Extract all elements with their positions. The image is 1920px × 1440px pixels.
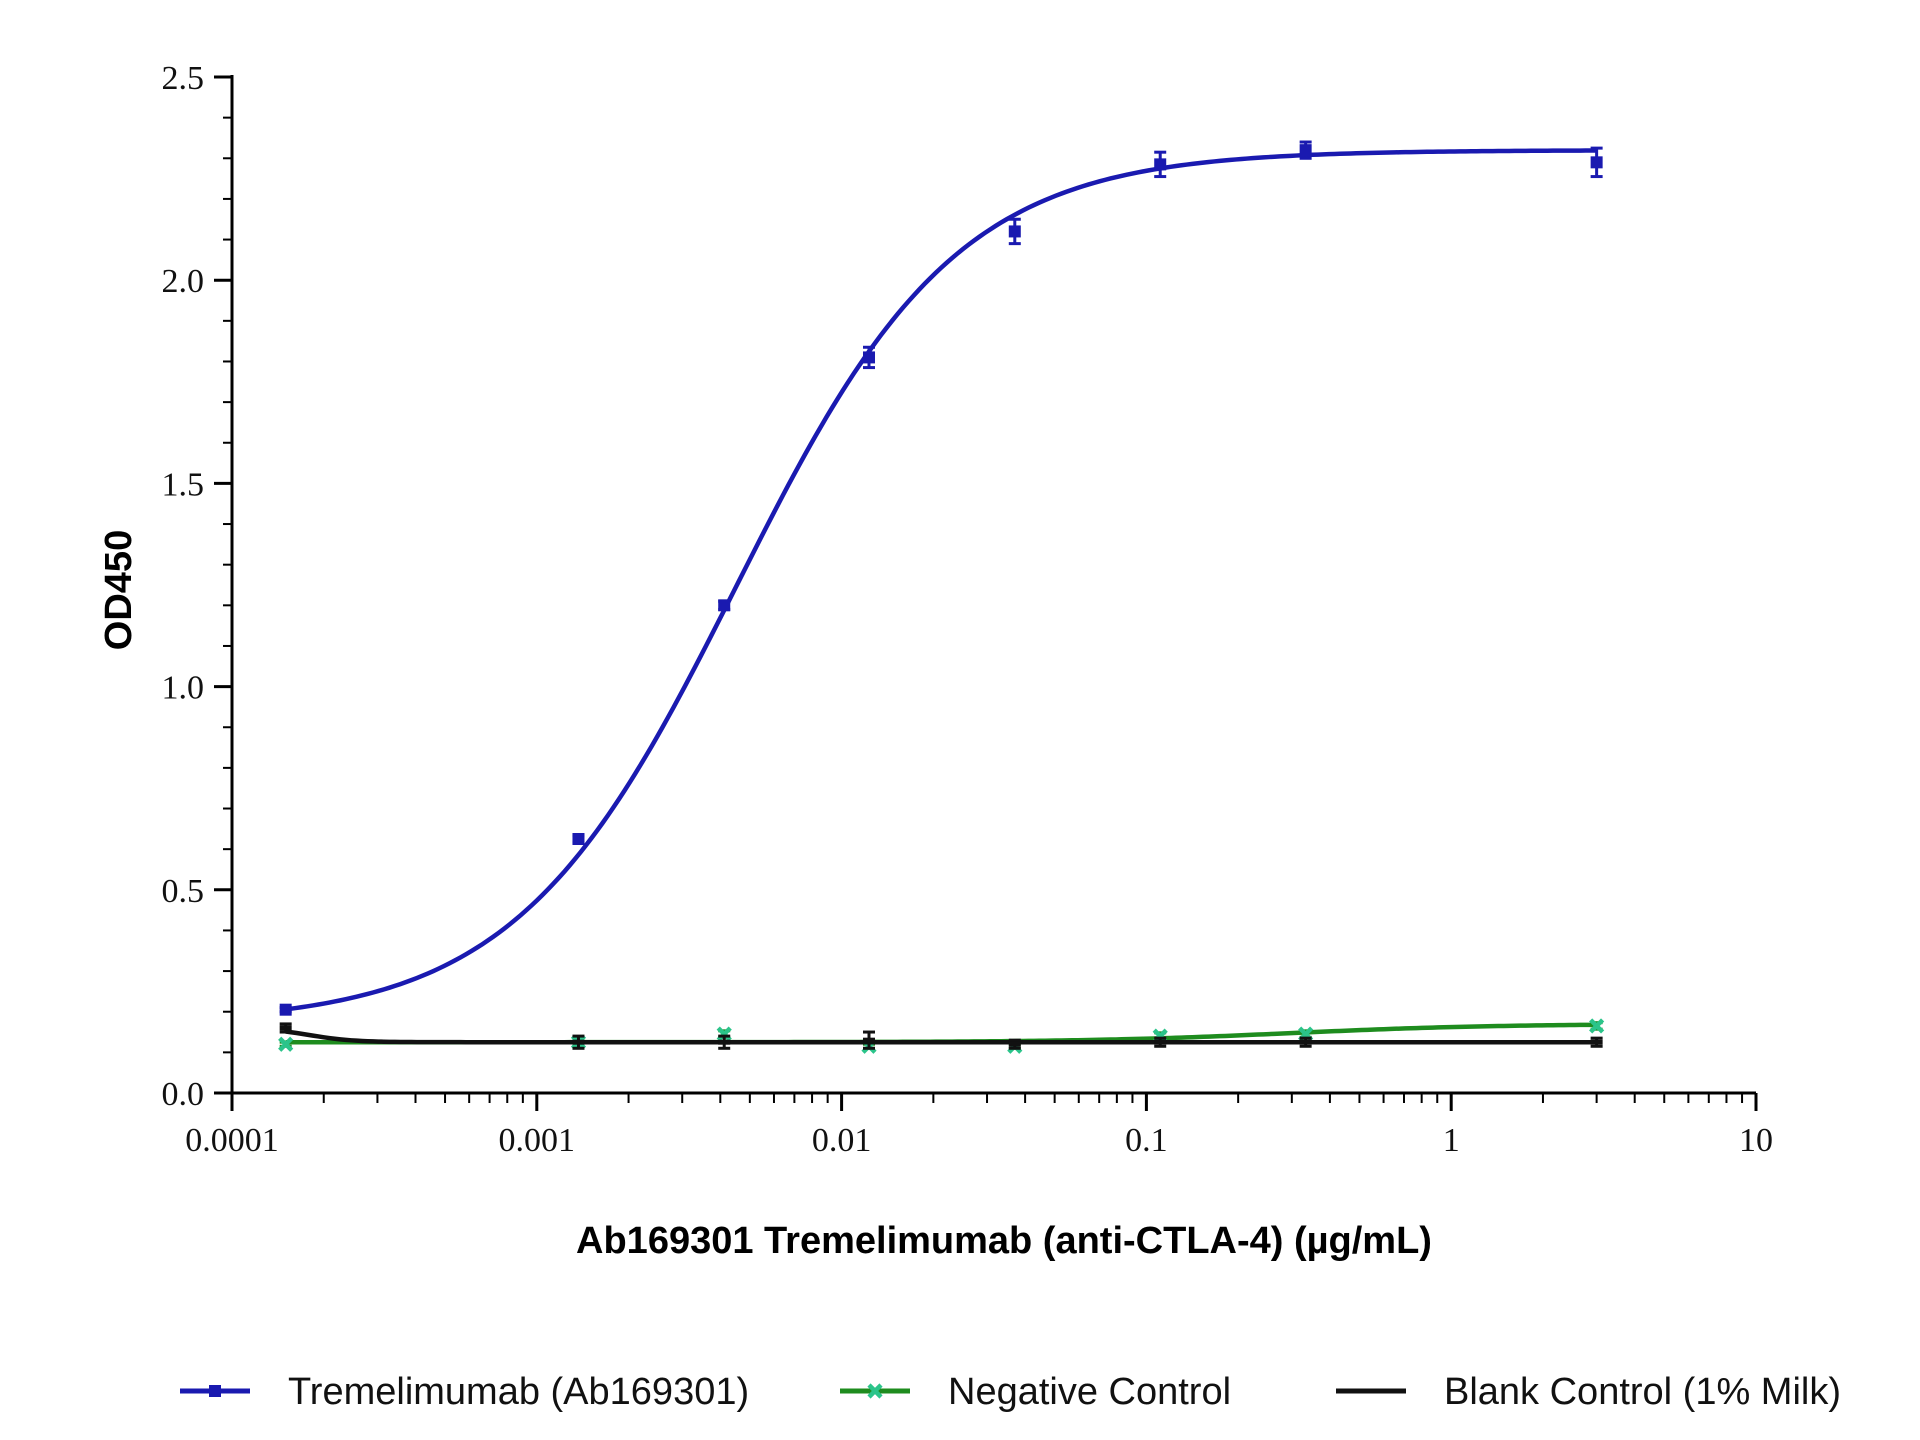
fit-curve <box>285 1029 1597 1045</box>
series-2 <box>279 1022 1603 1050</box>
legend-marker <box>1365 1388 1377 1394</box>
data-point <box>1154 158 1167 171</box>
data-point <box>1008 1041 1021 1047</box>
data-point <box>1590 156 1603 169</box>
x-tick-label: 0.001 <box>499 1122 576 1159</box>
marker-stroke <box>867 1383 883 1399</box>
marker-stroke <box>278 1036 294 1052</box>
data-point <box>1589 1018 1605 1034</box>
data-point <box>716 1026 732 1042</box>
marker-stroke <box>1589 1018 1605 1034</box>
series-0 <box>279 140 1603 1016</box>
data-point <box>1008 225 1021 238</box>
legend-item-0: Tremelimumab (Ab169301) <box>180 1371 749 1413</box>
legend-label: Negative Control <box>948 1371 1231 1413</box>
data-point <box>718 599 731 612</box>
data-point <box>279 1003 292 1016</box>
legend-label: Tremelimumab (Ab169301) <box>288 1371 749 1413</box>
legend-marker <box>867 1383 883 1399</box>
legend: Tremelimumab (Ab169301) Negative Control B… <box>180 1371 1841 1413</box>
axes: 0.0 0.5 1.0 1.5 2.0 2.5 0.0001 0.001 0.01 0.1 1 10 A… <box>98 60 1773 1262</box>
series-1 <box>278 1018 1605 1054</box>
data-point <box>863 1037 876 1043</box>
data-point <box>278 1036 294 1052</box>
y-tick-label: 2.5 <box>162 60 205 97</box>
legend-item-1: Negative Control <box>840 1371 1231 1413</box>
y-axis-title: OD450 <box>98 530 140 650</box>
fit-curve <box>285 1022 1597 1045</box>
data-point <box>1299 144 1312 157</box>
y-tick-label: 1.0 <box>162 670 205 707</box>
y-tick-label: 0.5 <box>162 873 205 910</box>
x-tick-label: 0.1 <box>1125 1122 1168 1159</box>
y-tick-label: 2.0 <box>162 263 205 300</box>
data-point <box>1299 1039 1312 1045</box>
y-tick-label: 1.5 <box>162 466 205 503</box>
data-point <box>572 1039 585 1045</box>
x-tick-label: 0.0001 <box>185 1122 279 1159</box>
legend-marker <box>209 1385 221 1397</box>
y-tick-label: 0.0 <box>162 1076 205 1113</box>
legend-label: Blank Control (1% Milk) <box>1444 1371 1841 1413</box>
series-layer <box>278 140 1605 1054</box>
legend-item-2: Blank Control (1% Milk) <box>1336 1371 1841 1413</box>
data-point <box>572 833 585 845</box>
fit-curve <box>285 148 1597 1012</box>
x-tick-label: 10 <box>1739 1122 1773 1159</box>
data-point <box>863 351 876 364</box>
x-axis-title: Ab169301 Tremelimumab (anti-CTLA-4) (µg/… <box>576 1220 1432 1262</box>
x-tick-label: 1 <box>1443 1122 1460 1159</box>
data-point <box>1590 1039 1603 1045</box>
data-point <box>279 1025 292 1031</box>
data-point <box>718 1039 731 1045</box>
marker-stroke <box>716 1026 732 1042</box>
x-tick-label: 0.01 <box>812 1122 872 1159</box>
data-point <box>1154 1039 1167 1045</box>
